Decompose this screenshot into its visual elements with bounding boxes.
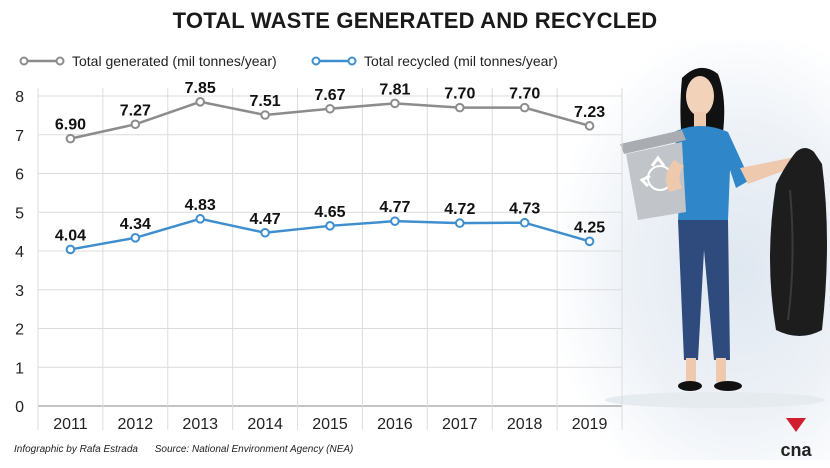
y-tick-label: 0 [15, 399, 24, 416]
y-tick-label: 3 [15, 283, 24, 300]
credit-source: Source: National Environment Agency (NEA… [154, 444, 354, 455]
x-tick-label: 2019 [572, 416, 608, 433]
data-point [65, 133, 76, 144]
data-labels: 6.90 7.27 7.85 7.51 7.67 7.81 7.70 7.70 7.23 4.04… [55, 80, 605, 245]
x-tick-label: 2011 [53, 416, 88, 433]
data-point [390, 216, 400, 226]
y-tick-label: 8 [15, 89, 24, 106]
data-point [519, 217, 530, 228]
data-point [260, 110, 270, 120]
data-label: 7.85 [185, 80, 216, 97]
chart-title: TOTAL WASTE GENERATED AND RECYCLED [172, 8, 658, 33]
data-point [195, 214, 206, 224]
data-label: 4.77 [379, 199, 410, 216]
series-group [65, 97, 595, 255]
woman-illustration [605, 67, 827, 408]
data-point [260, 227, 270, 238]
data-label: 7.23 [574, 104, 605, 121]
data-point [130, 119, 141, 130]
legend-generated-label: Total generated (mil tonnes/year) [72, 53, 277, 69]
y-tick-label: 2 [15, 322, 24, 339]
face [686, 76, 714, 116]
trash-bag-icon [770, 148, 827, 336]
y-tick-label: 7 [15, 128, 24, 145]
data-label: 4.65 [314, 204, 345, 221]
data-label: 4.25 [574, 219, 605, 236]
data-point [584, 236, 595, 247]
y-tick-label: 5 [15, 205, 24, 222]
shirt [674, 126, 750, 222]
data-label: 7.27 [120, 102, 151, 119]
x-tick-label: 2018 [507, 416, 543, 433]
floor-shadow [605, 392, 825, 408]
data-point [325, 103, 335, 114]
logo-text: cna [780, 440, 812, 460]
credit-infographic: Infographic by Rafa Estrada [14, 444, 138, 455]
y-axis-ticks: 0 1 2 3 4 5 6 7 8 [15, 89, 24, 416]
legend-recycled-label: Total recycled (mil tonnes/year) [364, 53, 558, 69]
legend-recycled: Total recycled (mil tonnes/year) [310, 52, 558, 70]
data-label: 7.70 [509, 86, 540, 103]
data-label: 7.70 [444, 86, 475, 103]
data-label: 4.34 [120, 216, 151, 233]
data-label: 4.47 [250, 211, 281, 228]
jeans [678, 220, 730, 360]
y-tick-label: 4 [15, 244, 24, 261]
x-tick-label: 2014 [247, 416, 283, 433]
y-tick-label: 6 [15, 167, 24, 184]
data-point [584, 121, 595, 131]
legend-generated-swatch [19, 56, 65, 66]
data-label: 4.04 [55, 227, 86, 244]
data-point [519, 102, 530, 113]
data-label: 6.90 [55, 117, 86, 134]
legend-generated: Total generated (mil tonnes/year) [18, 52, 277, 70]
cna-logo-icon: cna [780, 418, 812, 460]
data-point [65, 244, 76, 255]
gridlines [37, 88, 623, 430]
x-tick-label: 2015 [312, 416, 348, 433]
data-point [195, 97, 206, 107]
data-label: 7.67 [314, 87, 345, 104]
x-tick-label: 2012 [118, 416, 154, 433]
x-axis-ticks: 2011 2012 2013 2014 2015 2016 2017 2018 2019 [53, 416, 607, 433]
data-point [130, 233, 141, 243]
x-tick-label: 2013 [182, 416, 218, 433]
y-tick-label: 1 [15, 360, 24, 377]
data-label: 4.83 [185, 197, 216, 214]
x-tick-label: 2017 [442, 416, 478, 433]
data-label: 4.73 [509, 201, 540, 218]
credit-line: Infographic by Rafa Estrada Source: Nati… [14, 444, 367, 455]
data-point [325, 221, 335, 231]
x-tick-label: 2016 [377, 416, 413, 433]
data-label: 7.81 [379, 81, 410, 98]
data-point [454, 102, 465, 113]
data-label: 7.51 [250, 93, 281, 110]
data-label: 4.72 [444, 201, 475, 218]
data-point [390, 98, 400, 109]
legend-recycled-swatch [311, 56, 357, 66]
data-point [454, 218, 465, 228]
